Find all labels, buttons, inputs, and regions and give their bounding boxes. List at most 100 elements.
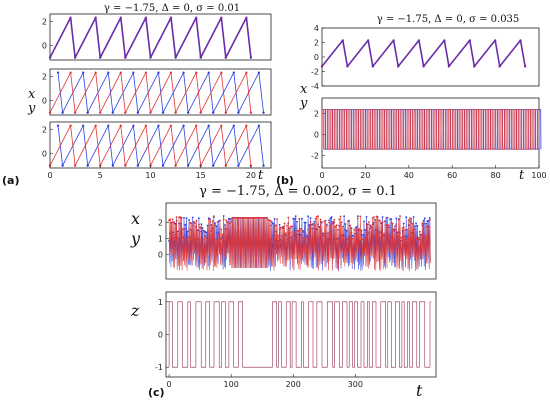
panel-b-subplot-1: -4 -2 0 2 4 (311, 24, 540, 91)
data-point (210, 224, 213, 226)
data-point (298, 218, 301, 220)
data-point (427, 226, 430, 228)
data-point (200, 227, 203, 230)
data-point (220, 71, 223, 74)
data-point (224, 56, 227, 59)
data-point (293, 231, 296, 234)
data-point (149, 56, 152, 59)
data-point (411, 222, 414, 225)
data-point (404, 229, 406, 231)
data-point (375, 215, 378, 218)
data-point (327, 232, 329, 235)
data-point (298, 235, 301, 238)
data-point (257, 124, 260, 127)
data-point (416, 225, 419, 227)
y-tick-label: 0 (42, 41, 47, 50)
data-point (356, 215, 359, 218)
data-point (211, 220, 214, 222)
x-tick-label: 0 (47, 171, 52, 180)
data-point (307, 229, 309, 231)
data-point (339, 215, 342, 218)
data-point (157, 71, 160, 74)
data-point (174, 236, 177, 239)
data-point (206, 239, 209, 242)
y-tick-label: 0 (42, 149, 47, 158)
data-point (309, 221, 312, 223)
data-point (365, 216, 368, 218)
data-point (400, 236, 403, 239)
panel-a-title: γ = −1.75, Δ = 0, σ = 0.01 (104, 3, 240, 14)
data-point (378, 219, 380, 221)
panel-a-subplot-1: 02 (42, 13, 272, 61)
data-point (309, 217, 312, 219)
data-point (119, 16, 122, 19)
data-point (365, 223, 368, 226)
data-point (185, 217, 188, 220)
data-point (180, 234, 183, 237)
data-point (358, 228, 360, 231)
data-point (342, 225, 344, 228)
data-point (380, 222, 383, 225)
data-point (82, 124, 85, 127)
data-point (360, 229, 363, 232)
data-point (390, 235, 393, 238)
panel-c-ylabel-x: x (131, 209, 140, 228)
data-point (278, 228, 281, 231)
data-point (270, 220, 272, 222)
data-point (387, 224, 390, 227)
panel-c-ylabel-y: y (130, 229, 141, 248)
data-point (282, 227, 285, 230)
data-point (328, 219, 331, 222)
data-point (294, 215, 297, 218)
data-point (214, 222, 216, 225)
data-point (243, 217, 246, 219)
data-point (318, 237, 321, 240)
y-tick-label: 1 (158, 235, 163, 244)
data-point (195, 16, 198, 19)
data-point (182, 71, 185, 74)
data-point (308, 224, 311, 227)
data-point (99, 56, 102, 59)
data-point (402, 222, 405, 225)
data-point (48, 56, 52, 59)
data-point (220, 16, 223, 19)
data-point (306, 236, 308, 239)
data-point (174, 56, 177, 59)
data-point (346, 65, 349, 68)
data-point (381, 221, 384, 224)
data-point (174, 111, 177, 114)
data-point (319, 218, 322, 221)
data-point (334, 225, 337, 228)
x-tick-label: 20 (360, 171, 370, 180)
data-point (186, 230, 189, 233)
data-point (215, 239, 218, 241)
data-point (132, 124, 135, 127)
data-point (303, 237, 306, 240)
data-point (318, 225, 321, 228)
data-point (284, 232, 287, 235)
data-point (312, 222, 314, 225)
data-point (364, 237, 367, 239)
data-point (262, 217, 265, 219)
data-point (188, 219, 190, 221)
data-point (61, 111, 64, 114)
data-point (69, 16, 72, 19)
data-point (200, 223, 203, 226)
data-point (94, 16, 97, 19)
data-point (332, 222, 334, 225)
data-point (320, 65, 324, 68)
data-point (351, 238, 354, 240)
data-point (161, 111, 165, 114)
data-point (402, 226, 405, 229)
data-point (107, 71, 110, 74)
data-point (325, 225, 328, 228)
data-point (207, 218, 210, 221)
y-tick-label: -2 (311, 151, 319, 160)
data-point (206, 224, 209, 227)
y-tick-label: 0 (158, 251, 163, 260)
data-point (48, 111, 52, 114)
data-point (296, 220, 298, 223)
data-point (348, 237, 350, 240)
y-tick-label: -2 (311, 68, 319, 77)
